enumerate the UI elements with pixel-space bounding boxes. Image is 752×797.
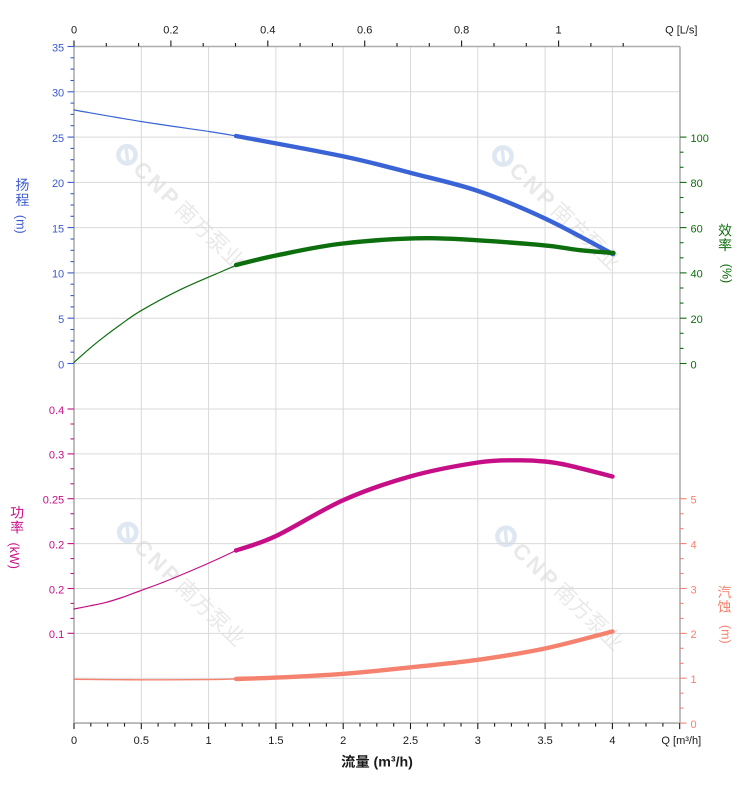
- svg-text:0.8: 0.8: [454, 24, 469, 36]
- svg-text:4: 4: [609, 735, 615, 747]
- svg-text:1.5: 1.5: [268, 735, 283, 747]
- svg-text:30: 30: [52, 88, 64, 100]
- svg-text:80: 80: [691, 178, 703, 190]
- svg-text:0.1: 0.1: [49, 629, 64, 641]
- svg-text:0.25: 0.25: [43, 495, 64, 507]
- svg-text:5: 5: [691, 495, 697, 507]
- svg-text:0.6: 0.6: [357, 24, 372, 36]
- svg-text:0: 0: [58, 359, 64, 371]
- svg-text:Q [L/s]: Q [L/s]: [665, 24, 697, 36]
- svg-text:35: 35: [52, 42, 64, 54]
- svg-text:0.5: 0.5: [134, 735, 149, 747]
- svg-text:40: 40: [691, 269, 703, 281]
- svg-text:(m): (m): [719, 625, 733, 644]
- svg-text:3: 3: [475, 735, 481, 747]
- svg-text:3: 3: [691, 584, 697, 596]
- svg-text:20: 20: [691, 314, 703, 326]
- svg-text:2: 2: [691, 629, 697, 641]
- svg-text:0.2: 0.2: [49, 539, 64, 551]
- svg-text:(kW): (kW): [7, 543, 21, 569]
- svg-text:0.2: 0.2: [49, 584, 64, 596]
- svg-text:0.4: 0.4: [260, 24, 275, 36]
- svg-text:100: 100: [691, 133, 709, 145]
- svg-text:60: 60: [691, 223, 703, 235]
- svg-text:(m³/h): (m³/h): [374, 755, 414, 771]
- svg-text:(m): (m): [14, 215, 28, 234]
- svg-text:Q [m³/h]: Q [m³/h]: [661, 735, 701, 747]
- svg-text:0: 0: [71, 735, 77, 747]
- svg-text:1: 1: [556, 24, 562, 36]
- svg-text:1: 1: [206, 735, 212, 747]
- svg-text:0.3: 0.3: [49, 450, 64, 462]
- svg-text:2.5: 2.5: [403, 735, 418, 747]
- svg-text:0: 0: [691, 359, 697, 371]
- svg-text:0.4: 0.4: [49, 405, 64, 417]
- svg-text:4: 4: [691, 539, 697, 551]
- svg-text:(%): (%): [720, 264, 734, 283]
- svg-text:10: 10: [52, 269, 64, 281]
- svg-text:3.5: 3.5: [537, 735, 552, 747]
- svg-text:5: 5: [58, 314, 64, 326]
- svg-text:1: 1: [691, 674, 697, 686]
- svg-text:25: 25: [52, 133, 64, 145]
- svg-text:0.2: 0.2: [163, 24, 178, 36]
- svg-text:20: 20: [52, 178, 64, 190]
- svg-text:15: 15: [52, 223, 64, 235]
- svg-text:0: 0: [71, 24, 77, 36]
- svg-text:2: 2: [340, 735, 346, 747]
- svg-text:0: 0: [691, 719, 697, 731]
